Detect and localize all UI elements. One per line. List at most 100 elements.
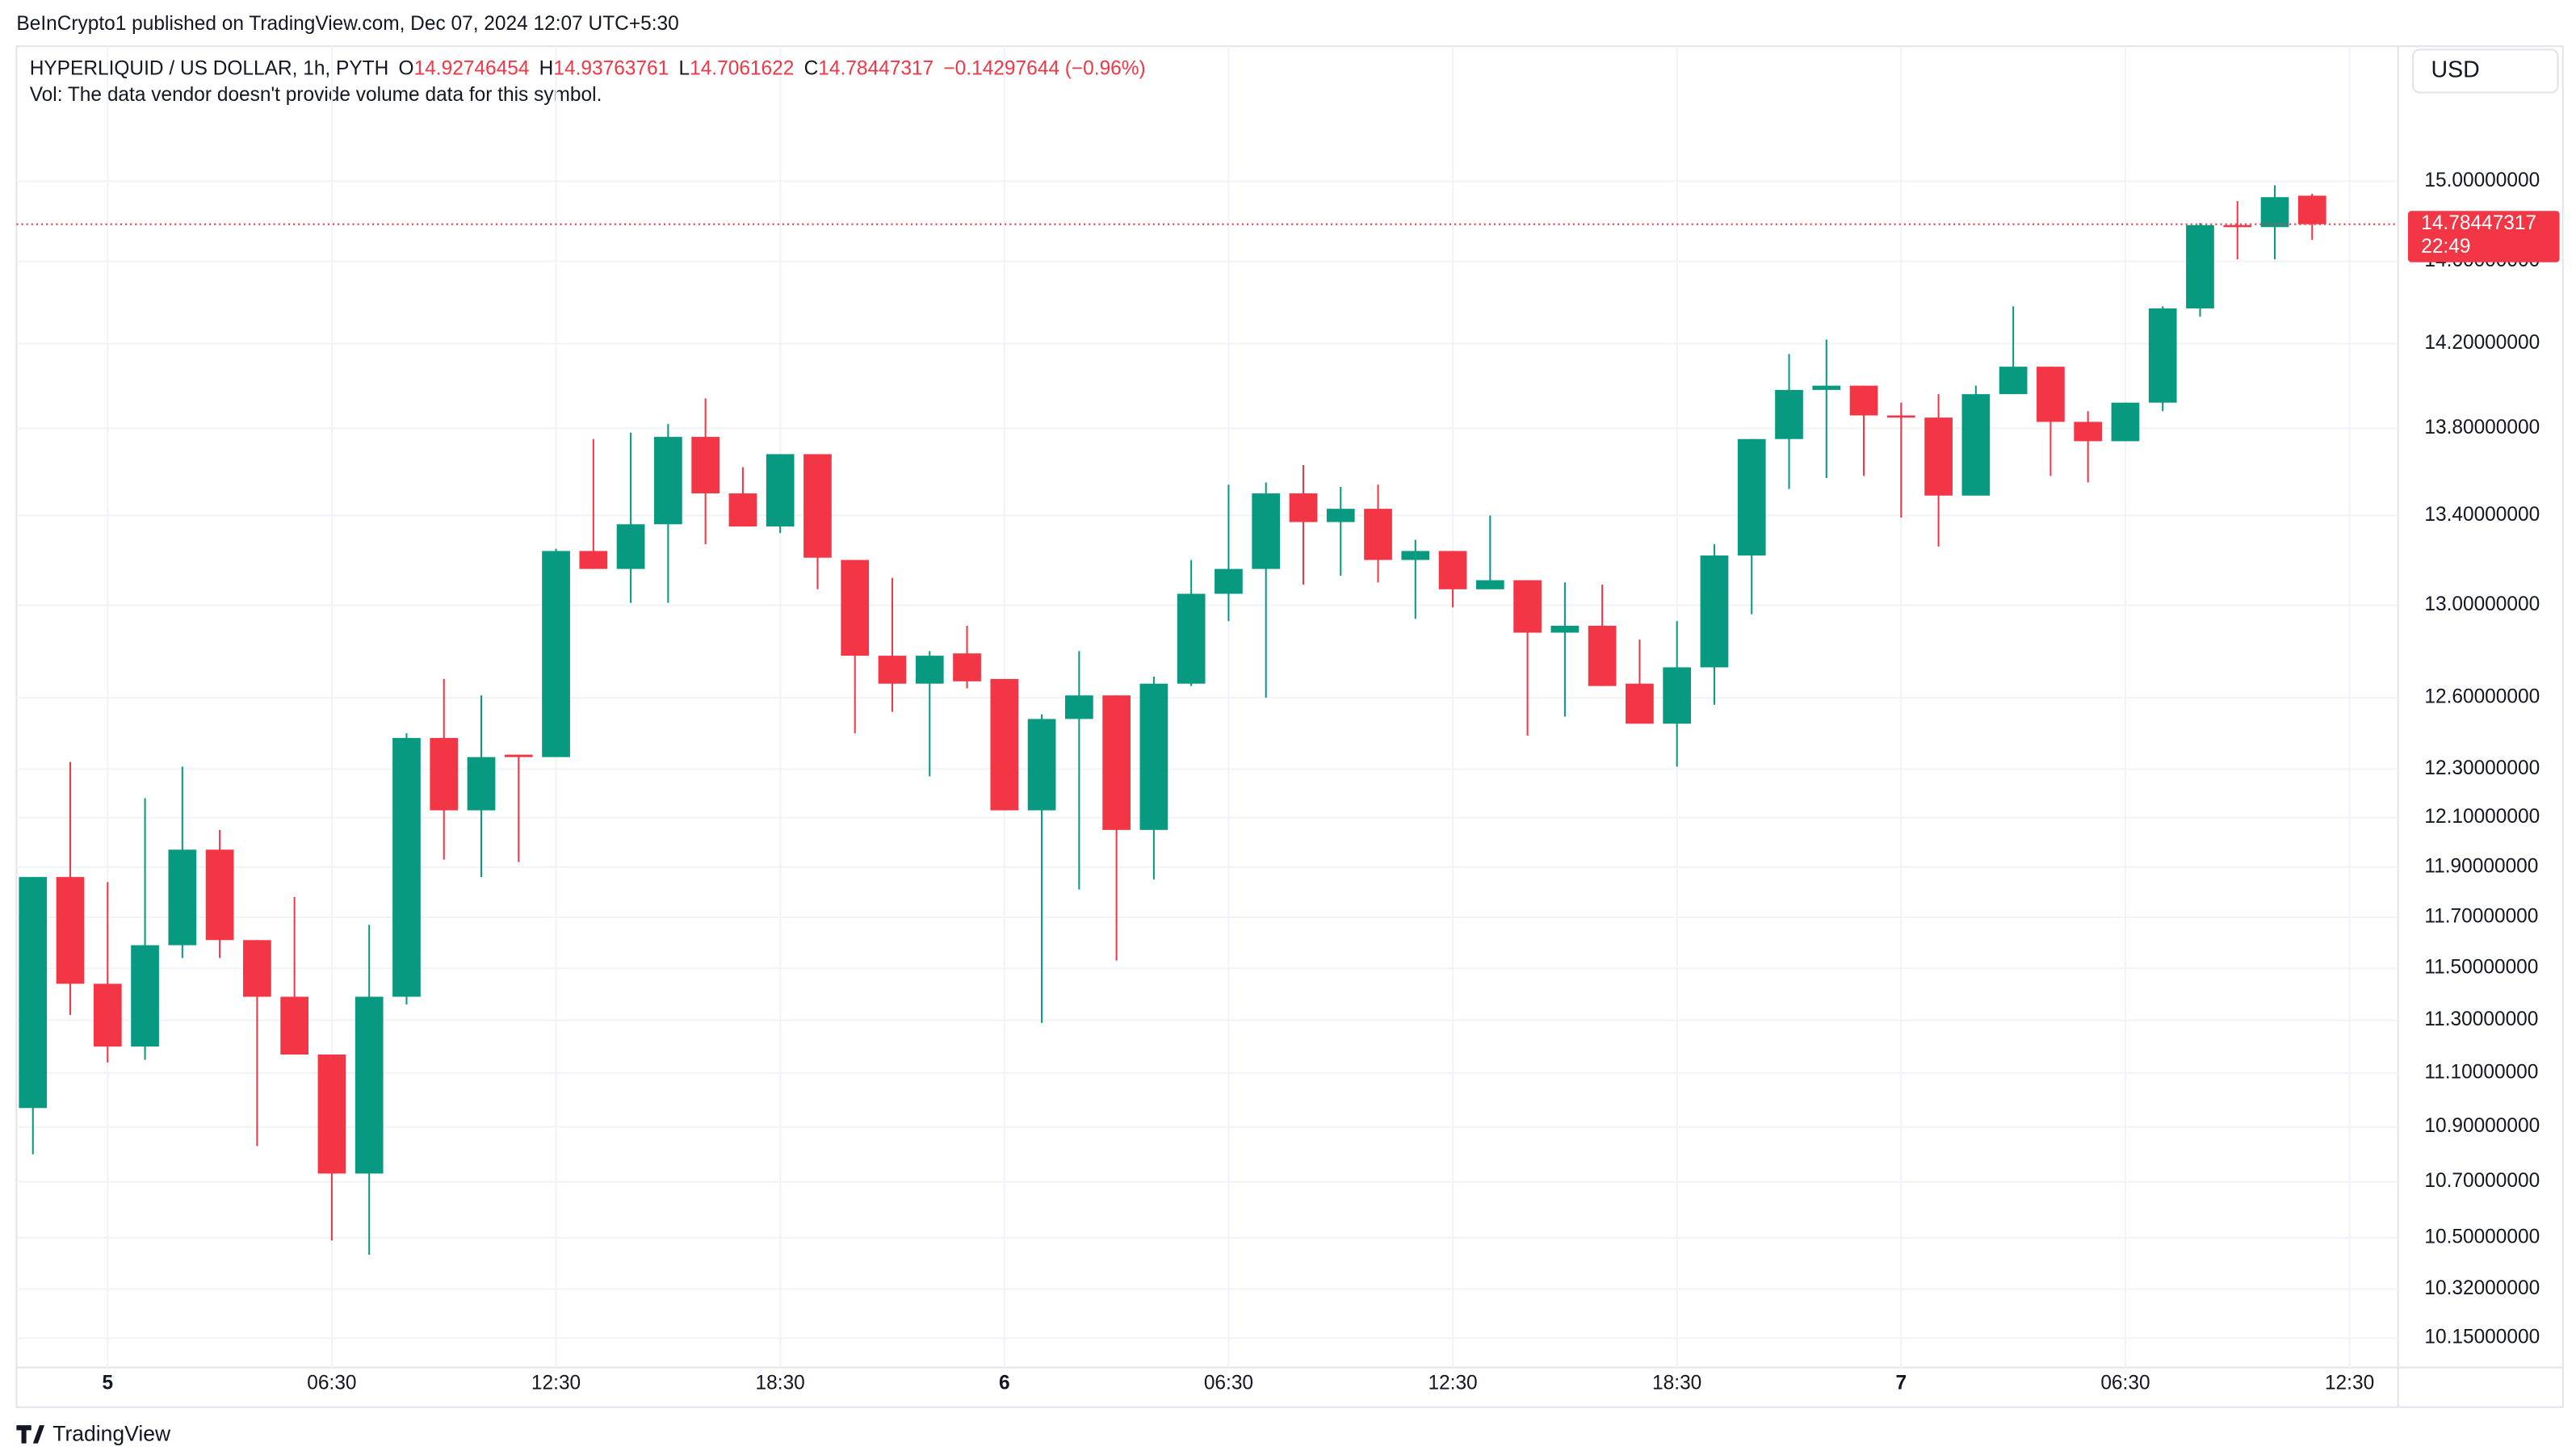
candle-body <box>1438 551 1467 589</box>
candle-body <box>1626 683 1654 724</box>
candle-body <box>1924 417 1953 496</box>
candle-body <box>1139 683 1168 830</box>
candle-body <box>953 653 981 681</box>
y-tick-label: 14.20000000 <box>2424 332 2540 354</box>
candle-body <box>430 737 459 811</box>
candle-body <box>168 849 197 946</box>
candle-body <box>1700 555 1729 668</box>
x-tick-label: 7 <box>1896 1372 1907 1394</box>
candle-body <box>1027 719 1056 811</box>
candle-body <box>878 656 907 684</box>
y-tick-label: 15.00000000 <box>2424 170 2540 191</box>
currency-label[interactable]: USD <box>2431 57 2480 82</box>
y-tick-label: 10.70000000 <box>2424 1170 2540 1192</box>
y-tick-label: 12.30000000 <box>2424 757 2540 779</box>
candle-body <box>1326 509 1355 522</box>
currency-button[interactable] <box>2412 48 2559 94</box>
y-tick-label: 11.30000000 <box>2424 1008 2538 1030</box>
candle-body <box>317 1055 346 1174</box>
candle-body <box>1513 580 1542 633</box>
y-tick-label: 11.50000000 <box>2424 957 2538 979</box>
candle-body <box>579 551 608 569</box>
candle-body <box>1999 367 2028 395</box>
x-tick-label: 12:30 <box>2325 1372 2374 1394</box>
candle-body <box>542 551 570 757</box>
candle-body <box>355 996 384 1174</box>
y-tick-label: 10.90000000 <box>2424 1115 2540 1137</box>
x-tick-label: 18:30 <box>756 1372 805 1394</box>
candle-body <box>803 454 832 558</box>
candle-body <box>1364 509 1392 560</box>
candle-body <box>1663 667 1692 724</box>
x-tick-label: 06:30 <box>307 1372 356 1394</box>
candle-body <box>1102 695 1131 830</box>
ohlc-value: 14.78447317 <box>818 57 933 79</box>
chart-frame <box>15 45 2564 1408</box>
candle-body <box>280 996 309 1055</box>
ohlc-value: 14.92746454 <box>414 57 530 79</box>
candle-body <box>1737 438 1766 556</box>
candle-body <box>2223 224 2252 228</box>
x-tick-label: 06:30 <box>1204 1372 1253 1394</box>
candle-body <box>1064 695 1093 719</box>
candle-body <box>243 940 271 997</box>
candle-body <box>467 757 496 811</box>
candle-body <box>1401 551 1430 560</box>
symbol-title: HYPERLIQUID / US DOLLAR, 1h, PYTH <box>30 57 389 79</box>
ohlc-value: 14.7061622 <box>690 57 794 79</box>
candle-body <box>392 737 421 997</box>
y-tick-label: 11.90000000 <box>2424 855 2538 877</box>
y-tick-label: 10.50000000 <box>2424 1226 2540 1247</box>
candle-body <box>728 493 757 527</box>
candle-body <box>93 983 122 1047</box>
candle-body <box>2037 367 2065 422</box>
candle-body <box>1588 625 1617 686</box>
x-tick-label: 12:30 <box>531 1372 581 1394</box>
last-price-label: 14.78447317 <box>2421 212 2536 234</box>
candle-body <box>56 877 85 984</box>
candle-body <box>205 849 234 941</box>
y-tick-label: 13.40000000 <box>2424 504 2540 526</box>
countdown-label: 22:49 <box>2421 236 2470 258</box>
last-price-box <box>2407 211 2560 262</box>
ohlc-label: O <box>399 57 414 79</box>
candle-body <box>19 877 48 1109</box>
ohlc-label: C <box>804 57 819 79</box>
y-tick-label: 10.15000000 <box>2424 1327 2540 1348</box>
candle-body <box>990 678 1019 811</box>
candle-body <box>841 560 870 656</box>
y-tick-label: 12.60000000 <box>2424 686 2540 708</box>
candle-body <box>1775 389 1803 439</box>
y-tick-label: 11.70000000 <box>2424 905 2538 927</box>
candle-body <box>1849 385 1878 416</box>
candle-body <box>1961 394 1991 496</box>
x-tick-label: 18:30 <box>1652 1372 1701 1394</box>
candle-body <box>2186 224 2214 308</box>
y-tick-label: 10.32000000 <box>2424 1277 2540 1299</box>
candle-body <box>131 945 159 1047</box>
candle-body <box>2297 195 2326 224</box>
candle-body <box>2148 308 2177 403</box>
published-note: BeInCrypto1 published on TradingView.com… <box>16 13 678 35</box>
candle-body <box>915 656 944 684</box>
candle-body <box>654 437 682 525</box>
brand-name: TradingView <box>52 1421 171 1445</box>
candle-body <box>2260 197 2289 228</box>
brand-logo: TradingView <box>16 1421 171 1445</box>
candle-body <box>1886 415 1915 418</box>
x-tick-label: 06:30 <box>2100 1372 2150 1394</box>
ohlc-value: 14.93763761 <box>553 57 669 79</box>
candle-body <box>616 524 645 569</box>
candle-body <box>1177 593 1206 684</box>
y-tick-label: 12.10000000 <box>2424 806 2540 828</box>
candle-body <box>1475 580 1504 589</box>
y-tick-label: 13.00000000 <box>2424 593 2540 615</box>
y-tick-label: 13.80000000 <box>2424 417 2540 438</box>
candle-body <box>2111 402 2140 442</box>
candle-body <box>691 437 720 494</box>
x-tick-label: 6 <box>999 1372 1010 1394</box>
candle-body <box>1550 625 1580 633</box>
x-tick-label: 5 <box>102 1372 113 1394</box>
